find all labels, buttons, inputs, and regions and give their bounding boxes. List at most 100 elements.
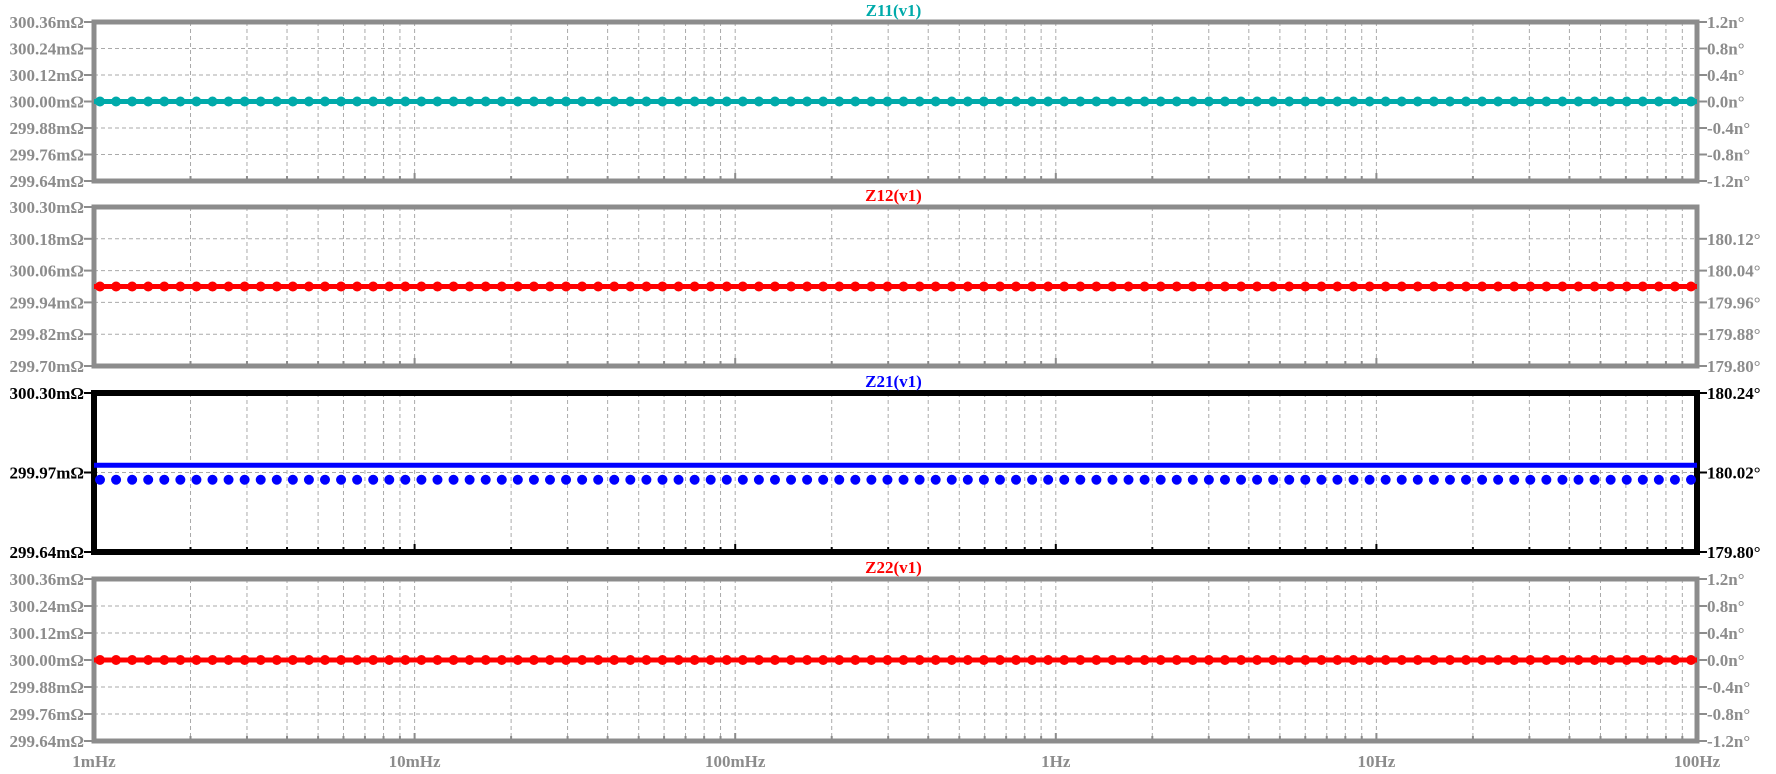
phase-point: [191, 281, 202, 292]
phase-point: [544, 655, 555, 665]
phase-point: [496, 655, 507, 665]
phase-point: [352, 281, 363, 292]
phase-point: [303, 281, 314, 292]
phase-point: [1236, 655, 1247, 665]
left-axis-tick-label: 299.64mΩ: [9, 732, 84, 751]
phase-point: [1412, 655, 1423, 665]
phase-point: [1637, 96, 1648, 107]
phase-point: [1653, 281, 1664, 292]
phase-point: [1203, 281, 1214, 292]
phase-point: [368, 474, 379, 485]
phase-point: [850, 281, 861, 292]
phase-point: [1557, 96, 1568, 107]
phase-point: [786, 655, 797, 665]
left-axis-tick-label: 300.30mΩ: [9, 198, 84, 217]
phase-point: [416, 96, 427, 107]
phase-point: [528, 281, 539, 292]
left-axis-tick-label: 299.76mΩ: [9, 705, 84, 724]
phase-point: [737, 655, 748, 665]
phase-point: [1075, 474, 1086, 485]
phase-point: [1219, 281, 1230, 292]
right-axis-tick-label: 1.2n°: [1707, 13, 1745, 32]
phase-point: [914, 281, 925, 292]
phase-point: [255, 96, 266, 107]
phase-point: [705, 474, 716, 485]
x-axis-tick-label: 10Hz: [1358, 752, 1396, 771]
phase-point: [1493, 655, 1504, 665]
right-axis-tick-label: 0.0n°: [1707, 651, 1745, 670]
phase-point: [673, 281, 684, 292]
phase-point: [303, 474, 314, 485]
phase-point: [1605, 655, 1616, 665]
phase-point: [1091, 96, 1102, 107]
phase-point: [609, 281, 620, 292]
phase-point: [1637, 281, 1648, 292]
phase-point: [1557, 655, 1568, 665]
phase-point: [191, 655, 202, 665]
phase-point: [818, 655, 829, 665]
phase-point: [786, 96, 797, 107]
phase-point: [561, 281, 572, 292]
phase-point: [352, 474, 363, 485]
phase-point: [898, 281, 909, 292]
phase-point: [1364, 474, 1375, 485]
left-axis-tick-label: 299.97mΩ: [9, 464, 84, 483]
phase-point: [1653, 474, 1664, 485]
phase-point: [1316, 281, 1327, 292]
phase-point: [1171, 655, 1182, 665]
phase-point: [689, 281, 700, 292]
phase-point: [1252, 281, 1263, 292]
phase-point: [882, 96, 893, 107]
phase-point: [882, 474, 893, 485]
phase-point: [1043, 281, 1054, 292]
phase-point: [95, 96, 105, 107]
phase-point: [528, 96, 539, 107]
phase-point: [239, 655, 250, 665]
left-axis-tick-label: 300.12mΩ: [9, 624, 84, 643]
left-axis-tick-label: 299.82mΩ: [9, 325, 84, 344]
phase-point: [898, 96, 909, 107]
phase-point: [609, 474, 620, 485]
phase-point: [930, 281, 941, 292]
x-axis-tick-label: 100Hz: [1674, 752, 1721, 771]
phase-point: [175, 474, 186, 485]
phase-point: [287, 281, 298, 292]
phase-point: [448, 96, 459, 107]
phase-point: [1477, 655, 1488, 665]
phase-point: [1396, 655, 1407, 665]
phase-point: [239, 96, 250, 107]
phase-point: [753, 474, 764, 485]
phase-point: [914, 96, 925, 107]
phase-point: [1284, 281, 1295, 292]
phase-point: [368, 655, 379, 665]
pane-frame: [91, 390, 1700, 555]
left-axis-tick-label: 299.94mΩ: [9, 293, 84, 312]
phase-point: [512, 281, 523, 292]
phase-point: [1155, 655, 1166, 665]
phase-point: [1123, 96, 1134, 107]
phase-point: [1203, 96, 1214, 107]
phase-point: [336, 655, 347, 665]
phase-point: [287, 474, 298, 485]
left-axis-tick-label: 299.70mΩ: [9, 357, 84, 376]
phase-trace: [95, 655, 1696, 665]
phase-point: [1380, 96, 1391, 107]
phase-point: [593, 96, 604, 107]
phase-trace: [95, 281, 1696, 292]
phase-point: [1316, 474, 1327, 485]
phase-point: [207, 96, 218, 107]
phase-point: [1573, 281, 1584, 292]
right-axis-tick-label: 180.02°: [1707, 464, 1761, 483]
phase-point: [1557, 474, 1568, 485]
phase-point: [1219, 474, 1230, 485]
x-axis-tick-label: 1mHz: [72, 752, 116, 771]
phase-point: [1075, 281, 1086, 292]
phase-point: [1043, 655, 1054, 665]
phase-point: [866, 655, 877, 665]
phase-point: [1493, 96, 1504, 107]
left-axis-tick-label: 300.30mΩ: [9, 384, 84, 403]
phase-point: [143, 96, 154, 107]
phase-point: [255, 474, 266, 485]
phase-point: [577, 281, 588, 292]
phase-point: [978, 96, 989, 107]
